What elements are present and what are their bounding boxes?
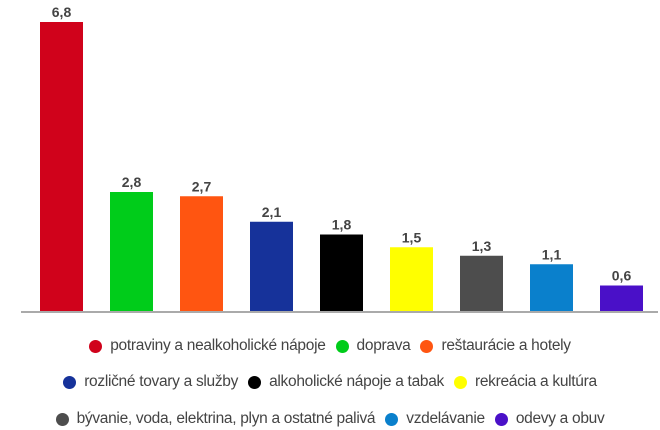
legend-dot-icon (385, 412, 399, 426)
bar-1 (40, 22, 83, 311)
data-label: 0,6 (612, 268, 632, 284)
data-label: 2,7 (192, 178, 212, 194)
legend-item[interactable]: reštaurácie a hotely (420, 337, 571, 355)
legend-item[interactable]: bývanie, voda, elektrina, plyn a ostatné… (55, 410, 376, 428)
legend-dot-icon (420, 339, 434, 353)
legend-label: potraviny a nealkoholické nápoje (110, 337, 326, 354)
data-label: 1,3 (472, 238, 492, 254)
legend-item[interactable]: alkoholické nápoje a tabak (248, 373, 444, 391)
data-label: 2,1 (262, 204, 282, 220)
legend-label: reštaurácie a hotely (441, 337, 571, 354)
legend-item[interactable]: potraviny a nealkoholické nápoje (89, 337, 326, 355)
legend-dot-icon (55, 412, 69, 426)
legend-label: alkoholické nápoje a tabak (269, 373, 444, 390)
legend-label: rekreácia a kultúra (474, 373, 597, 390)
legend-item[interactable]: doprava (335, 337, 411, 355)
data-label: 2,8 (122, 174, 142, 190)
data-label: 6,8 (52, 4, 72, 20)
bar-9 (600, 285, 643, 311)
legend-dot-icon (248, 375, 262, 389)
legend-dot-icon (89, 339, 103, 353)
legend-row: rozličné tovary a služby alkoholické nápo… (0, 373, 660, 391)
data-label: 1,8 (332, 217, 352, 233)
bar-4 (250, 221, 293, 311)
legend-row: potraviny a nealkoholické nápoje doprava r… (0, 337, 660, 355)
bar-7 (460, 255, 503, 311)
legend-label: rozličné tovary a služby (84, 373, 239, 390)
legend-row: bývanie, voda, elektrina, plyn a ostatné… (0, 410, 660, 428)
legend-label: vzdelávanie (406, 410, 485, 427)
bar-6 (390, 247, 433, 311)
bar-5 (320, 234, 363, 311)
legend-item[interactable]: vzdelávanie (385, 410, 485, 428)
legend-dot-icon (453, 375, 467, 389)
legend-dot-icon (494, 412, 508, 426)
bar-3 (180, 196, 223, 311)
legend-label: odevy a obuv (515, 410, 605, 427)
data-label: 1,1 (542, 246, 562, 262)
bar-chart: 6,8 2,8 2,7 2,1 1,8 1,5 1,3 1,1 0,6 (21, 4, 658, 313)
legend-label: bývanie, voda, elektrina, plyn a ostatné… (76, 410, 376, 427)
legend-item[interactable]: odevy a obuv (494, 410, 605, 428)
legend-item[interactable]: rekreácia a kultúra (453, 373, 597, 391)
bar-8 (530, 264, 573, 311)
legend-item[interactable]: rozličné tovary a služby (63, 373, 238, 391)
legend-label: doprava (356, 337, 411, 354)
data-label: 1,5 (402, 229, 422, 245)
legend-dot-icon (63, 375, 77, 389)
legend-dot-icon (335, 339, 349, 353)
bar-2 (110, 192, 153, 311)
